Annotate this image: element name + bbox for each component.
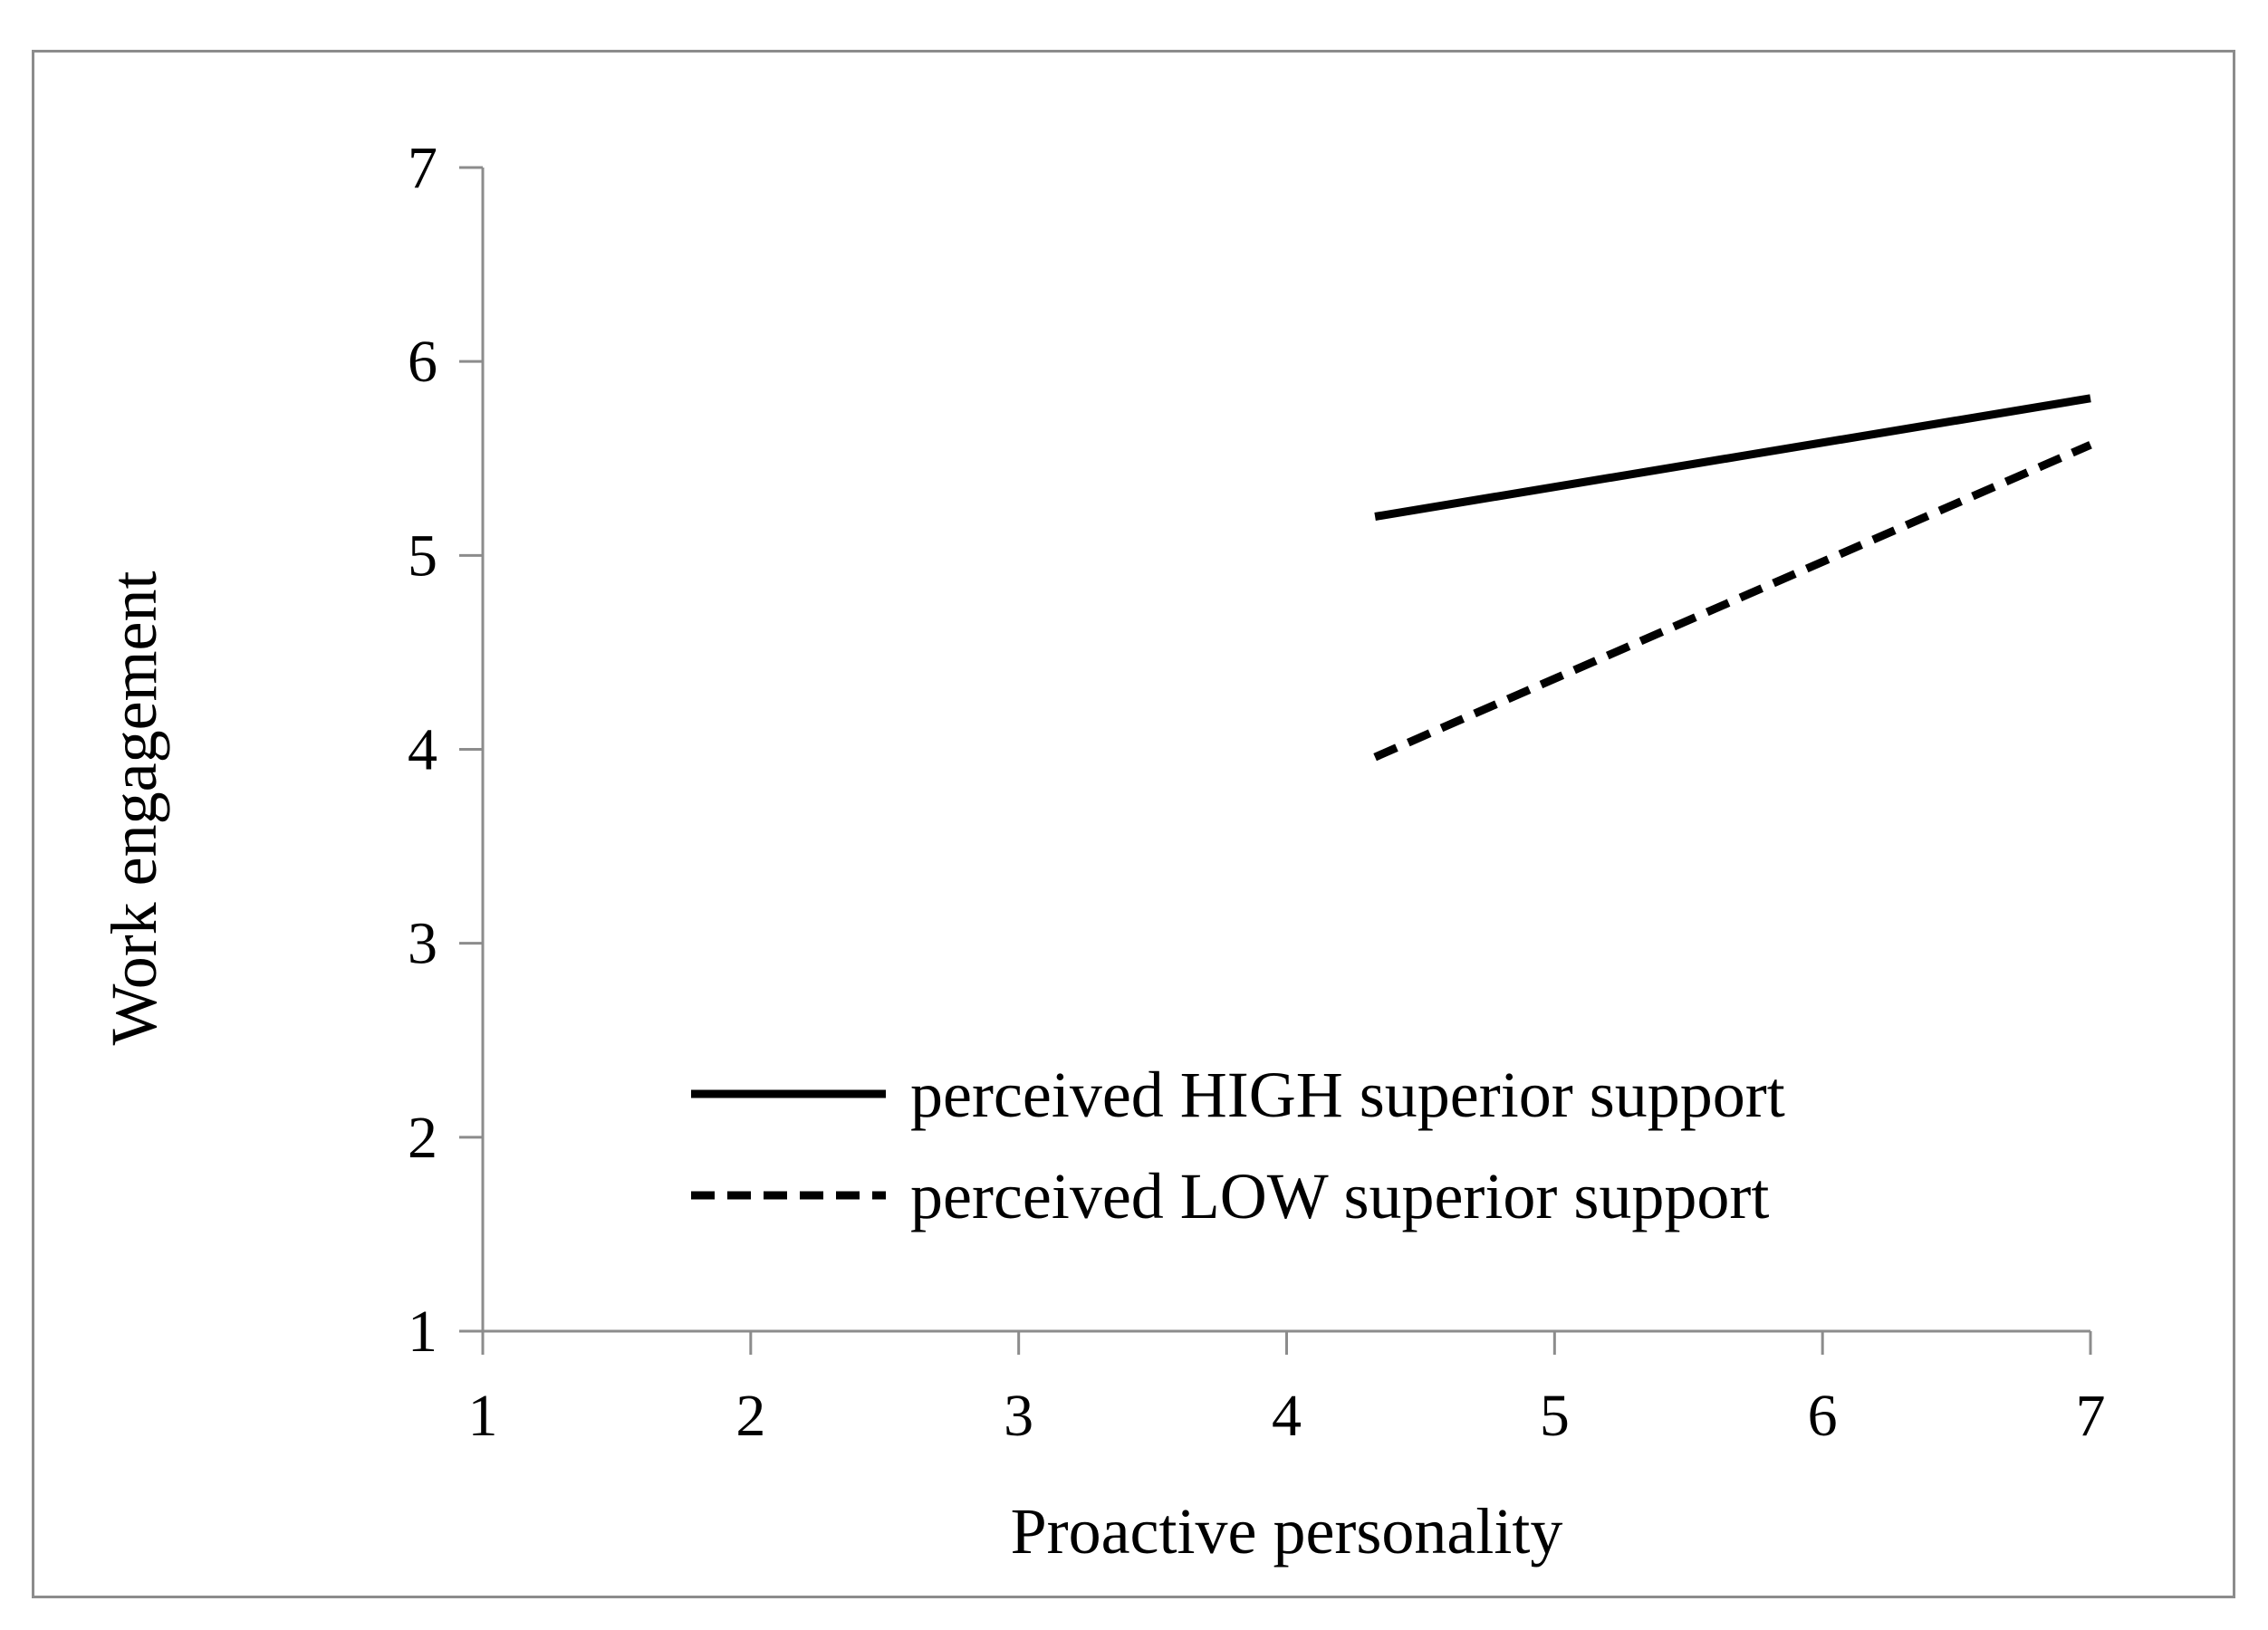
x-tick-label: 3 bbox=[1004, 1383, 1033, 1449]
legend-label-high: perceived HIGH superior support bbox=[910, 1059, 1785, 1131]
series-line-high-support bbox=[1374, 394, 2091, 521]
legend-label-low: perceived LOW superior support bbox=[910, 1160, 1769, 1232]
y-tick-label: 5 bbox=[408, 523, 437, 589]
y-tick-label: 2 bbox=[408, 1105, 437, 1171]
x-tick-label: 7 bbox=[2076, 1383, 2106, 1449]
series-layer bbox=[1373, 394, 2092, 762]
x-tick-label: 6 bbox=[1808, 1383, 1838, 1449]
y-tick-label: 4 bbox=[408, 717, 437, 783]
series-line-low-support bbox=[1373, 441, 2092, 762]
chart-frame bbox=[32, 50, 2235, 1598]
x-tick-label: 4 bbox=[1272, 1383, 1302, 1449]
y-tick-label: 3 bbox=[408, 911, 437, 977]
y-ticks: 1 2 3 4 5 6 7 bbox=[408, 135, 483, 1365]
y-tick-label: 7 bbox=[408, 135, 437, 201]
x-ticks: 1 2 3 4 5 6 7 bbox=[468, 1331, 2106, 1449]
y-tick-label: 6 bbox=[408, 329, 437, 395]
y-axis-title: Work engagement bbox=[98, 570, 170, 1045]
y-tick-label: 1 bbox=[408, 1299, 437, 1365]
x-tick-label: 5 bbox=[1540, 1383, 1570, 1449]
axes bbox=[481, 168, 2090, 1333]
legend: perceived HIGH superior support perceive… bbox=[691, 1059, 1785, 1232]
x-tick-label: 1 bbox=[468, 1383, 498, 1449]
x-tick-label: 2 bbox=[735, 1383, 765, 1449]
x-axis-title: Proactive personality bbox=[1011, 1495, 1563, 1568]
